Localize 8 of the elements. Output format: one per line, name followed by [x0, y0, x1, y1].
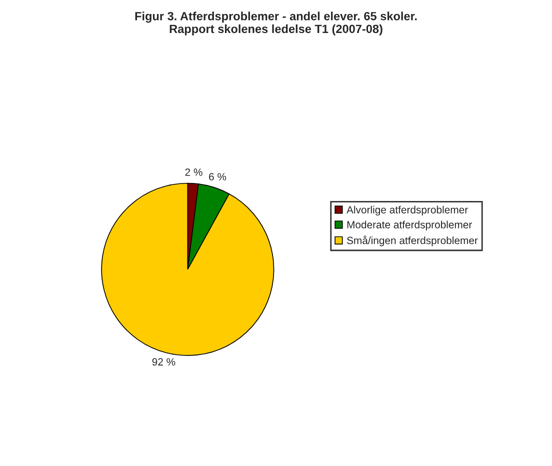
data-label: 92 % [152, 358, 176, 366]
legend-label: Alvorlige atferdsproblemer [346, 206, 468, 216]
data-label: 6 % [209, 173, 226, 180]
data-label: 2 % [185, 168, 202, 176]
chart-title: Figur 3. Atferdsproblemer - andel elever. 65 skoler. Rapport skolenes ledelse T1 (2007-08) [135, 12, 417, 36]
pie-slice [101, 182, 274, 356]
legend-label: Moderate atferdsproblemer [347, 220, 472, 230]
legend-label: Små/ingen atferdsproblemer [346, 236, 478, 246]
